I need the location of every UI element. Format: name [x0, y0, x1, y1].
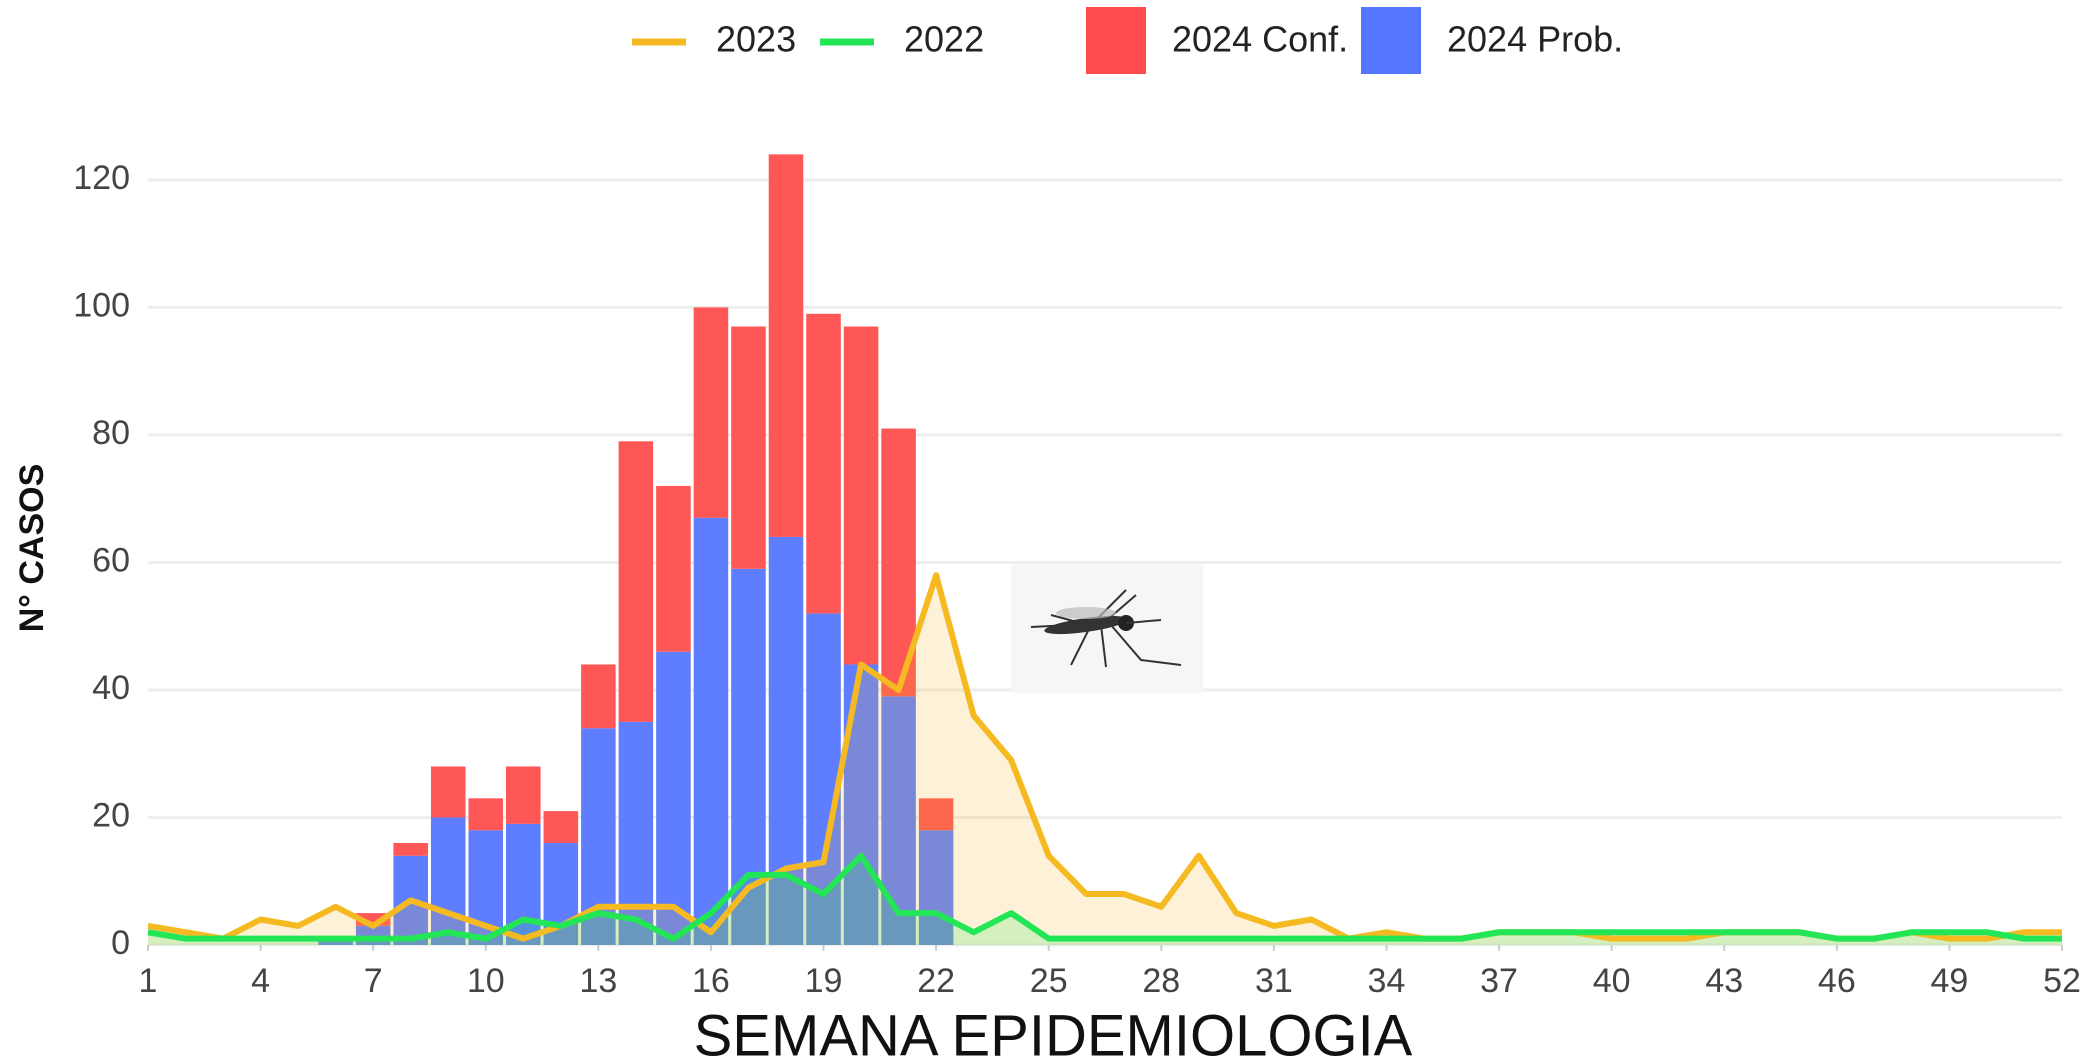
x-tick-label: 13 [579, 962, 617, 1000]
bar [430, 817, 466, 945]
x-tick-label: 4 [251, 962, 270, 1000]
x-tick-label: 37 [1480, 962, 1518, 1000]
x-tick-label: 22 [917, 962, 955, 1000]
x-tick-label: 52 [2043, 962, 2081, 1000]
bar [581, 664, 616, 729]
legend-swatch [1361, 7, 1421, 74]
line [147, 852, 2062, 942]
bar [656, 485, 691, 652]
mosquito-image [1011, 565, 1203, 693]
x-tick-label: 16 [692, 962, 730, 1000]
y-tick-label: 0 [111, 924, 130, 962]
x-tick-label: 49 [1930, 962, 1968, 1000]
bar [881, 696, 916, 945]
bar [318, 938, 353, 945]
bar [693, 307, 729, 518]
legend-swatch [1086, 7, 1146, 74]
image-bg [1011, 565, 1203, 693]
area [148, 855, 2062, 945]
bar [468, 798, 504, 831]
bar [656, 651, 691, 945]
x-tick-label: 43 [1705, 962, 1743, 1000]
y-tick-label: 60 [92, 541, 130, 579]
areas [148, 575, 2062, 945]
y-tick-label: 80 [92, 414, 130, 452]
x-tick-label: 10 [467, 962, 505, 1000]
legs [1030, 589, 1182, 668]
legend-label: 2024 Prob. [1447, 19, 1623, 60]
ticks: 0 20 40 60 80 100 120 1 4 7 10 13 16 19 22 25 28 31 34 37 40… [73, 159, 2081, 1000]
bar [768, 154, 804, 537]
legend-label: 2022 [904, 19, 984, 60]
lines [147, 572, 2062, 942]
wing [1056, 607, 1116, 619]
x-tick-label: 40 [1593, 962, 1631, 1000]
x-tick-label: 34 [1368, 962, 1406, 1000]
bar [918, 798, 954, 831]
x-tick-label: 46 [1818, 962, 1856, 1000]
bar [918, 830, 954, 945]
x-tick-label: 7 [364, 962, 383, 1000]
bar [430, 766, 466, 818]
bar [506, 766, 541, 824]
legend: 2023 2022 2024 Conf. 2024 Prob. [632, 7, 1623, 74]
bar [393, 842, 428, 856]
bar [693, 517, 729, 945]
y-tick-label: 120 [73, 159, 130, 197]
x-tick-label: 31 [1255, 962, 1293, 1000]
bar [806, 313, 841, 614]
x-tick-label: 19 [805, 962, 843, 1000]
x-tick-label: 1 [139, 962, 158, 1000]
y-tick-label: 20 [92, 796, 130, 834]
bar [731, 326, 766, 569]
x-tick-label: 25 [1030, 962, 1068, 1000]
y-tick-label: 100 [73, 286, 130, 324]
legend-label: 2023 [716, 19, 796, 60]
y-tick-label: 40 [92, 669, 130, 707]
bar [543, 811, 579, 843]
legend-label: 2024 Conf. [1172, 19, 1348, 60]
y-axis-title: N° CASOS [13, 464, 51, 633]
bar [843, 326, 879, 665]
x-axis-title: SEMANA EPIDEMIOLOGIA [694, 1003, 1413, 1064]
x-tick-label: 28 [1142, 962, 1180, 1000]
bar [618, 441, 654, 722]
